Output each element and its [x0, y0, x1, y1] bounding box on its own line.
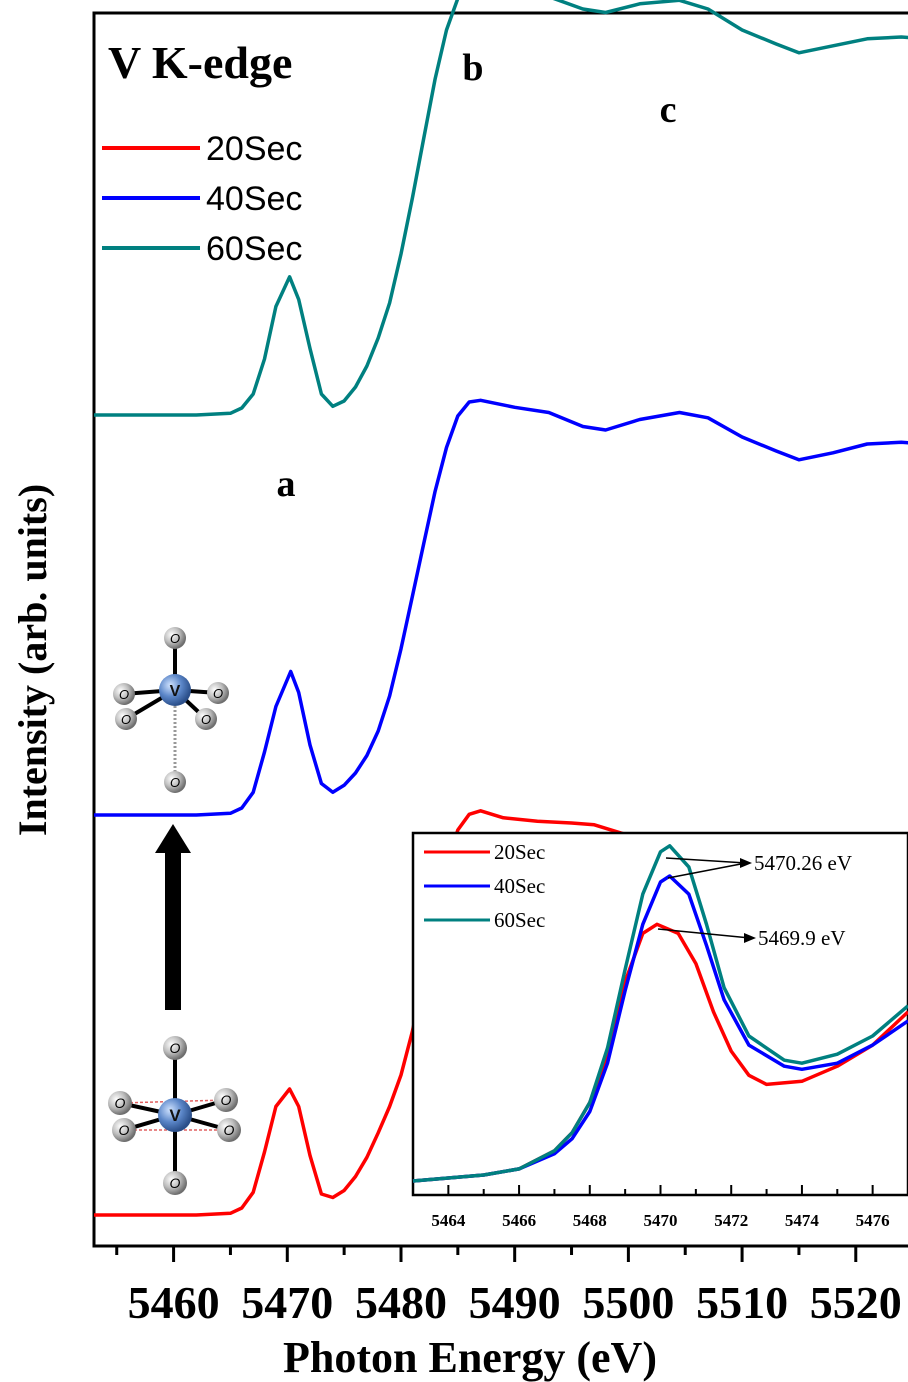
svg-text:O: O — [170, 775, 180, 790]
legend-label-60sec: 60Sec — [206, 230, 302, 268]
inset-x-tick-label: 5470 — [644, 1211, 678, 1230]
svg-text:O: O — [119, 1122, 130, 1138]
inset-legend-label-20sec: 20Sec — [494, 840, 545, 864]
oxygen-atom: O — [163, 1036, 187, 1060]
inset-annotation-5470-26: 5470.26 eV — [665, 851, 852, 879]
inset-annotation-text: 5470.26 eV — [754, 851, 852, 875]
svg-text:O: O — [224, 1122, 235, 1138]
oxygen-atom: O — [164, 627, 186, 649]
legend-label-40sec: 40Sec — [206, 180, 302, 218]
oxygen-atom: O — [163, 1171, 187, 1195]
oxygen-atom: O — [207, 682, 229, 704]
svg-text:O: O — [119, 687, 129, 702]
x-tick-label: 5520 — [810, 1277, 902, 1328]
oxygen-atom: O — [164, 771, 186, 793]
x-tick-label: 5500 — [582, 1277, 674, 1328]
x-axis-label: Photon Energy (eV) — [283, 1333, 657, 1382]
octahedral-structure-icon: O O O O O O V — [108, 1036, 241, 1195]
x-tick-label: 5480 — [355, 1277, 447, 1328]
inset-x-tick-label: 5472 — [714, 1211, 748, 1230]
inset-annotation-5469-9: 5469.9 eV — [657, 926, 846, 950]
inset-x-tick-label: 5466 — [502, 1211, 536, 1230]
x-tick-label: 5510 — [696, 1277, 788, 1328]
svg-text:O: O — [221, 1092, 232, 1108]
svg-text:O: O — [115, 1095, 126, 1111]
oxygen-atom: O — [214, 1088, 238, 1112]
legend: 20Sec 40Sec 60Sec — [102, 130, 302, 268]
oxygen-atom: O — [115, 708, 137, 730]
inset-series-line-60sec — [412, 844, 908, 1183]
vanadium-atom: V — [159, 674, 191, 706]
oxygen-atom: O — [195, 708, 217, 730]
peak-label-b: b — [462, 47, 483, 89]
inset-legend: 20Sec 40Sec 60Sec — [424, 840, 545, 932]
oxygen-atom: O — [217, 1118, 241, 1142]
y-axis-label: Intensity (arb. units) — [10, 484, 55, 836]
inset-series-line-40sec — [412, 874, 908, 1183]
peak-label-c: c — [660, 89, 677, 131]
transition-arrow-shaft — [165, 850, 181, 1010]
series-line-60sec — [94, 0, 908, 417]
oxygen-atom: O — [108, 1091, 132, 1115]
x-tick-label: 5470 — [241, 1277, 333, 1328]
svg-text:O: O — [201, 712, 211, 727]
vanadium-atom: V — [158, 1098, 192, 1132]
inset-annotation-text: 5469.9 eV — [758, 926, 846, 950]
inset-legend-label-60sec: 60Sec — [494, 908, 545, 932]
peak-label-a: a — [277, 463, 296, 505]
svg-text:O: O — [213, 686, 223, 701]
inset-x-axis-ticks: 5464 5466 5468 5470 5472 5474 5476 — [412, 1185, 908, 1230]
svg-text:O: O — [170, 1040, 181, 1056]
svg-text:O: O — [170, 631, 180, 646]
inset-x-tick-label: 5464 — [431, 1211, 466, 1230]
inset-x-tick-label: 5476 — [856, 1211, 890, 1230]
plot-frame — [92, 11, 908, 1248]
legend-label-20sec: 20Sec — [206, 130, 302, 168]
series-line-40sec — [94, 398, 908, 817]
inset-x-tick-label: 5474 — [785, 1211, 820, 1230]
oxygen-atom: O — [113, 683, 135, 705]
x-tick-label: 5460 — [128, 1277, 220, 1328]
x-tick-label: 5490 — [469, 1277, 561, 1328]
svg-text:V: V — [169, 1106, 181, 1125]
inset-x-tick-label: 5468 — [573, 1211, 607, 1230]
inset-chart: 5464 5466 5468 5470 5472 5474 5476 20Sec 40Sec… — [411, 831, 908, 1230]
inset-series-layer — [412, 844, 908, 1183]
inset-frame — [411, 831, 908, 1197]
square-pyramidal-structure-icon: O O O O O O V — [113, 627, 229, 793]
chart-title: V K-edge — [108, 37, 292, 88]
inset-legend-label-40sec: 40Sec — [494, 874, 545, 898]
x-axis-ticks: 5460 5470 5480 5490 5500 5510 5520 — [115, 1246, 902, 1328]
svg-text:V: V — [170, 683, 181, 700]
oxygen-atom: O — [112, 1118, 136, 1142]
svg-text:O: O — [170, 1175, 181, 1191]
transition-arrow-head — [155, 824, 191, 853]
svg-text:O: O — [121, 712, 131, 727]
